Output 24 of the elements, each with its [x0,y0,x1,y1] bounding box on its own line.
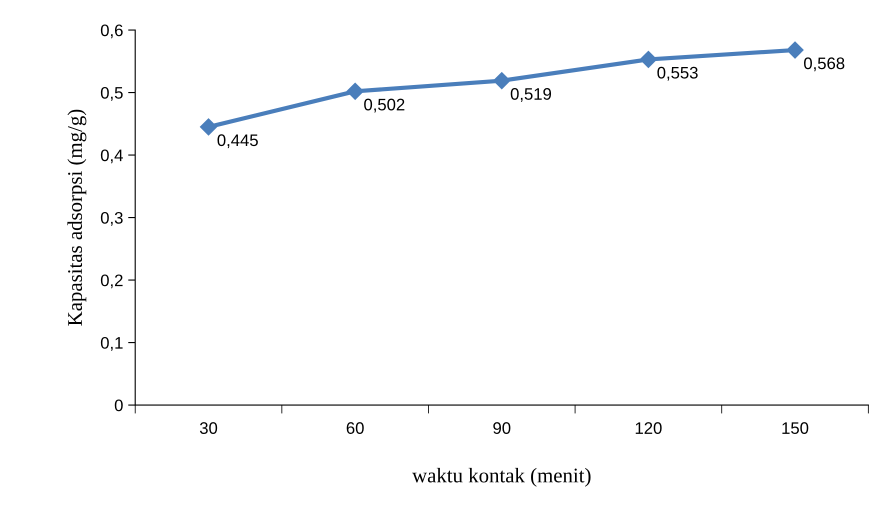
x-tick-label: 150 [782,422,808,434]
point [346,82,364,100]
y-tick-label: 0 [114,399,123,412]
y-tick-label: 0,6 [100,24,123,38]
data-label: 0,519 [510,88,552,102]
point [200,118,218,136]
data-label: 0,502 [364,98,404,112]
point [493,72,510,90]
y-tick-label: 0,3 [100,212,123,226]
point [640,50,657,68]
x-axis-title: waktu kontak (menit) [412,468,591,487]
data-label: 0,553 [657,66,698,81]
point [786,41,804,59]
x-tick-label: 90 [493,422,510,434]
x-tick-label: 60 [346,422,364,434]
y-axis-title: Kapasitas adsorpsi (mg/g) [67,110,86,326]
data-label: 0,568 [804,57,844,72]
y-tick-label: 0,5 [100,86,123,101]
y-tick-label: 0,2 [100,274,123,288]
x-tick-label: 120 [636,422,662,434]
y-tick-label: 0,4 [100,149,123,164]
y-tick-label: 0,1 [100,336,123,351]
x-tick-label: 30 [200,422,218,434]
data-label: 0,445 [218,134,258,148]
